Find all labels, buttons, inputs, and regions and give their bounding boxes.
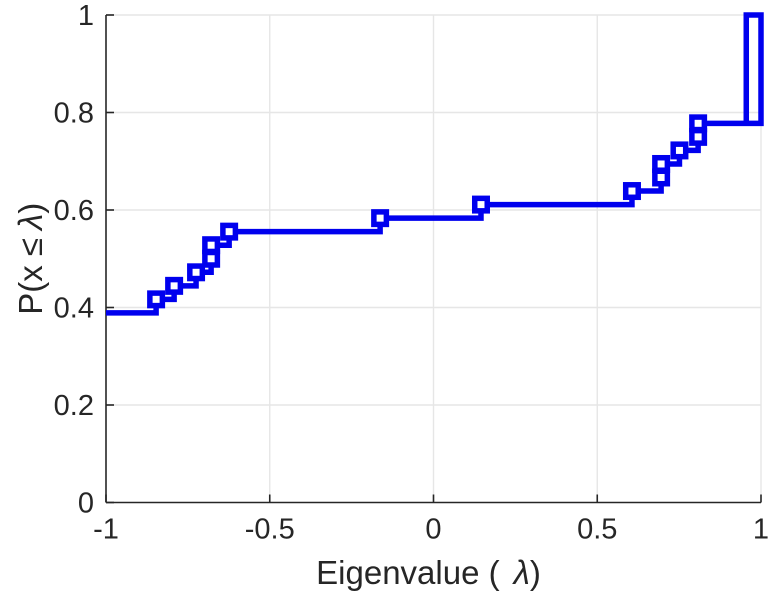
square-marker: [187, 263, 206, 282]
square-marker: [165, 276, 184, 295]
gridlines: [106, 14, 762, 503]
square-marker: [689, 114, 708, 133]
x-tick-label: -0.5: [245, 514, 295, 546]
square-marker: [220, 222, 239, 241]
y-axis-label: P(x ≤λ): [12, 203, 49, 315]
y-tick-label: 0.2: [54, 390, 94, 422]
y-tick-label: 0.4: [54, 293, 94, 325]
tick-labels: -1 -0.5 0 0.5 1 0 0.2 0.4 0.6 0.8 1: [54, 0, 768, 546]
square-marker: [652, 168, 671, 187]
square-marker: [147, 290, 166, 309]
square-marker: [689, 127, 708, 146]
y-tick-label: 1: [78, 0, 94, 32]
y-tick-label: 0.8: [54, 98, 94, 130]
x-tick-label: 0.5: [577, 514, 617, 546]
square-marker: [670, 141, 689, 160]
x-tick-label: 0: [425, 514, 441, 546]
x-axis-label: Eigenvalue (λ): [316, 554, 541, 591]
square-marker: [652, 154, 671, 173]
y-tick-label: 0.6: [54, 195, 94, 227]
x-tick-label: 1: [753, 514, 768, 546]
square-marker: [471, 195, 490, 214]
square-marker: [371, 209, 390, 228]
square-marker: [202, 249, 221, 268]
y-tick-label: 0: [78, 488, 94, 520]
step-markers: [147, 114, 708, 309]
square-marker: [622, 182, 641, 201]
x-tick-label: -1: [93, 514, 119, 546]
square-marker: [202, 236, 221, 255]
axes: [105, 14, 762, 504]
